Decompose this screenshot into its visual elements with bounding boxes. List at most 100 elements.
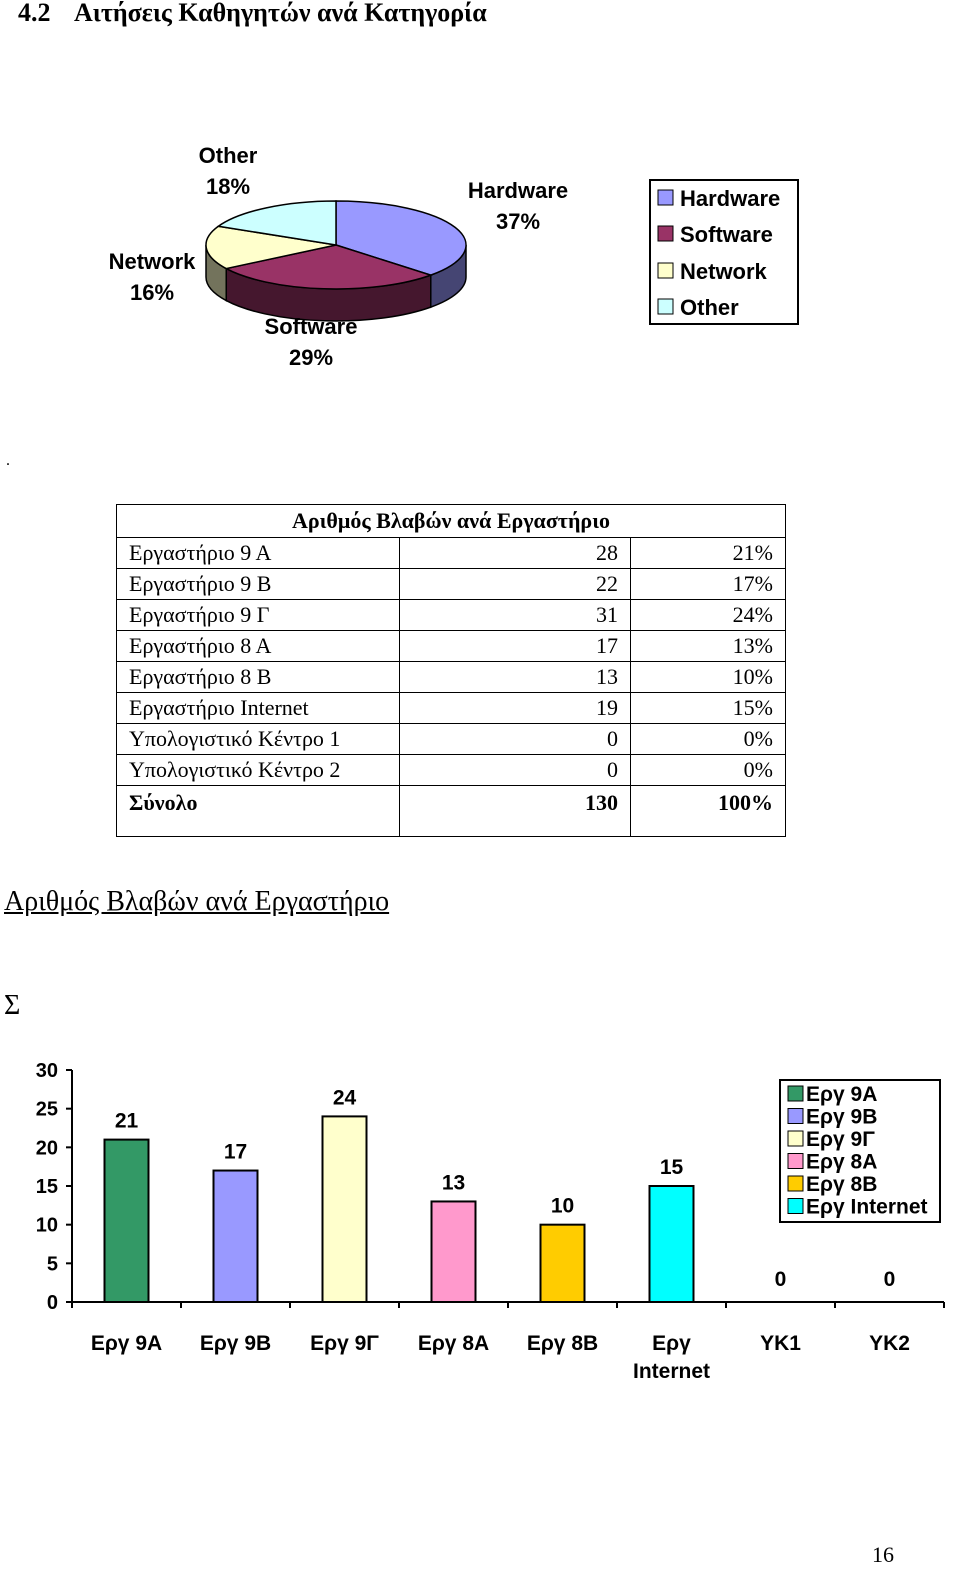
- row-name: Υπολογιστικό Κέντρο 1: [116, 723, 400, 755]
- total-name: Σύνολο: [116, 785, 400, 837]
- pie-legend-swatch-network: [657, 262, 674, 279]
- pie-legend-swatch-software: [657, 225, 674, 242]
- x-tick-label: Εργ 8Α: [418, 1332, 489, 1355]
- bar-value-label: 24: [333, 1086, 357, 1109]
- bar-legend-entry: Εργ 9Γ: [806, 1128, 875, 1151]
- bar-6: [648, 1185, 695, 1303]
- bar-legend-swatch: [787, 1175, 804, 1192]
- pie-slice-software: [224, 244, 434, 290]
- row-percent: 21%: [630, 537, 786, 569]
- pie-legend: Hardware Software Network Other: [649, 179, 799, 325]
- pie-label-software-name: Software: [265, 314, 358, 339]
- bar-value-label: 17: [224, 1141, 247, 1164]
- row-name: Εργαστήριο Internet: [116, 692, 400, 724]
- row-percent: 10%: [630, 661, 786, 693]
- row-percent: 0%: [630, 723, 786, 755]
- x-tick-label: ΥΚ1: [760, 1332, 801, 1355]
- table-caption-row: Αριθμός Βλαβών ανά Εργαστήριο: [116, 504, 786, 538]
- row-percent: 17%: [630, 568, 786, 600]
- bar-legend-entry: Εργ 9Α: [806, 1083, 877, 1106]
- row-value: 13: [399, 661, 631, 693]
- table-row: Εργαστήριο 9 Β 22 17%: [116, 568, 786, 600]
- pie-label-network-name: Network: [109, 249, 197, 274]
- x-tick-label: Εργ 8Β: [527, 1332, 598, 1355]
- bar-3: [321, 1115, 368, 1304]
- page-number: 16: [872, 1542, 894, 1567]
- row-name: Εργαστήριο 8 Β: [116, 661, 400, 693]
- bar-legend-entry: Εργ Internet: [806, 1196, 928, 1219]
- bar-legend-swatch: [787, 1198, 804, 1214]
- pie-label-software-pct: 29%: [289, 345, 333, 370]
- bar-marks: 21 17 24 13 10 15 0 0: [103, 1086, 896, 1304]
- pie-slice-hardware: [335, 200, 467, 276]
- bar-4: [430, 1200, 477, 1303]
- total-percent: 100%: [630, 785, 786, 837]
- x-tick-label: Εργ 9Γ: [310, 1332, 379, 1355]
- pie-legend-other: Other: [680, 295, 739, 320]
- row-value: 17: [399, 630, 631, 662]
- row-value: 0: [399, 754, 631, 786]
- bar-value-label: 0: [775, 1268, 787, 1291]
- bar-2: [212, 1169, 259, 1303]
- bar-legend-entry: Εργ 9Β: [806, 1106, 877, 1129]
- category-pie-chart: Other 18% Hardware 37% Network 16% Softw…: [109, 143, 799, 370]
- bar-legend-box: [779, 1079, 941, 1223]
- pie-label-network-pct: 16%: [130, 280, 174, 305]
- section-title: Αιτήσεις Καθηγητών ανά Κατηγορία: [74, 0, 487, 27]
- section-heading: 4.2 Αιτήσεις Καθηγητών ανά Κατηγορία: [18, 0, 487, 28]
- bar-legend-swatch: [787, 1108, 804, 1124]
- bar-1: [103, 1138, 150, 1303]
- pie-legend-software: Software: [680, 222, 773, 247]
- pie-slice-other: [216, 200, 337, 246]
- sigma-symbol: Σ: [4, 990, 21, 1021]
- table-row: Εργαστήριο 8 Β 13 10%: [116, 661, 786, 693]
- table-row: Υπολογιστικό Κέντρο 2 0 0%: [116, 754, 786, 786]
- row-percent: 13%: [630, 630, 786, 662]
- bar-value-label: 13: [442, 1171, 465, 1194]
- y-tick-label: 15: [36, 1176, 58, 1198]
- row-percent: 15%: [630, 692, 786, 724]
- x-tick-label: Εργ 9Β: [200, 1332, 271, 1355]
- x-tick-label: Εργ 9Α: [91, 1332, 162, 1355]
- row-name: Εργαστήριο 8 Α: [116, 630, 400, 662]
- table-row: Υπολογιστικό Κέντρο 1 0 0%: [116, 723, 786, 755]
- x-tick-label: Internet: [633, 1360, 710, 1383]
- row-value: 22: [399, 568, 631, 600]
- pie-legend-hardware: Hardware: [680, 186, 780, 211]
- bar-value-label: 10: [551, 1195, 574, 1218]
- faults-table: Αριθμός Βλαβών ανά Εργαστήριο Εργαστήριο…: [116, 504, 786, 837]
- pie-legend-box: [649, 179, 799, 325]
- row-name: Εργαστήριο 9 Α: [116, 537, 400, 569]
- bar-value-label: 21: [115, 1110, 139, 1133]
- pie-slices: [205, 200, 467, 322]
- stray-mark: .: [6, 452, 10, 469]
- table-row: Εργαστήριο 9 Γ 31 24%: [116, 599, 786, 631]
- bar-legend-swatch: [787, 1153, 804, 1169]
- y-tick-label: 25: [36, 1099, 58, 1121]
- bar-5: [539, 1223, 586, 1304]
- row-value: 19: [399, 692, 631, 724]
- x-tick-label: Εργ: [652, 1332, 691, 1355]
- pie-slice-network: [205, 225, 337, 270]
- bar-value-label: 0: [884, 1268, 896, 1291]
- row-percent: 24%: [630, 599, 786, 631]
- row-value: 31: [399, 599, 631, 631]
- pie-label-other-name: Other: [199, 143, 258, 168]
- bar-legend-swatch: [787, 1130, 804, 1147]
- bar-legend-swatch: [787, 1085, 804, 1102]
- y-tick-label: 0: [47, 1292, 58, 1314]
- pie-label-hardware-name: Hardware: [468, 178, 568, 203]
- section-number: 4.2: [18, 0, 51, 27]
- table-row: Εργαστήριο 9 Α 28 21%: [116, 537, 786, 569]
- y-tick-label: 30: [36, 1060, 58, 1082]
- pie-label-other-pct: 18%: [206, 174, 250, 199]
- y-tick-label: 20: [36, 1137, 58, 1159]
- y-tick-label: 10: [36, 1215, 58, 1237]
- row-name: Εργαστήριο 9 Β: [116, 568, 400, 600]
- row-value: 0: [399, 723, 631, 755]
- bar-legend-entry: Εργ 8Α: [806, 1151, 877, 1174]
- table-total-row: Σύνολο 130 100%: [116, 785, 786, 837]
- y-tick-label: 5: [47, 1253, 58, 1275]
